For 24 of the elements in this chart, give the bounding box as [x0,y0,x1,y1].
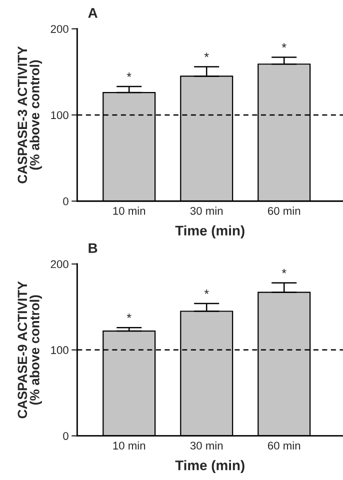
x-tick-label: 30 min [190,441,223,450]
y-tick-label: 100 [51,346,68,354]
annotation: * [204,290,209,294]
annotation: * [126,314,132,318]
y-tick-label: 200 [50,25,68,33]
x-tick-label: 10 min [113,206,146,215]
y-axis-title: CASPASE-9 ACTIVITY (% above control) [18,281,42,418]
y-tick-label: 0 [63,432,68,440]
chart-title: B [88,243,98,253]
y-tick-label: 200 [50,260,68,268]
x-tick-label: 60 min [268,206,300,215]
y-axis-title: CASPASE-3 ACTIVITY (% above control) [18,46,42,184]
chart-title: A [88,8,98,18]
y-tick-label: 0 [63,197,68,206]
x-tick-label: 10 min [113,441,146,450]
annotation: * [126,72,132,77]
x-axis-title: Time (min) [175,460,244,474]
x-tick-label: 30 min [190,206,223,215]
annotation: * [282,43,286,48]
y-tick-label: 100 [51,111,68,120]
annotation: * [204,52,209,58]
annotation: * [282,268,286,274]
x-axis-title: Time (min) [175,225,244,238]
x-tick-label: 60 min [268,441,300,450]
